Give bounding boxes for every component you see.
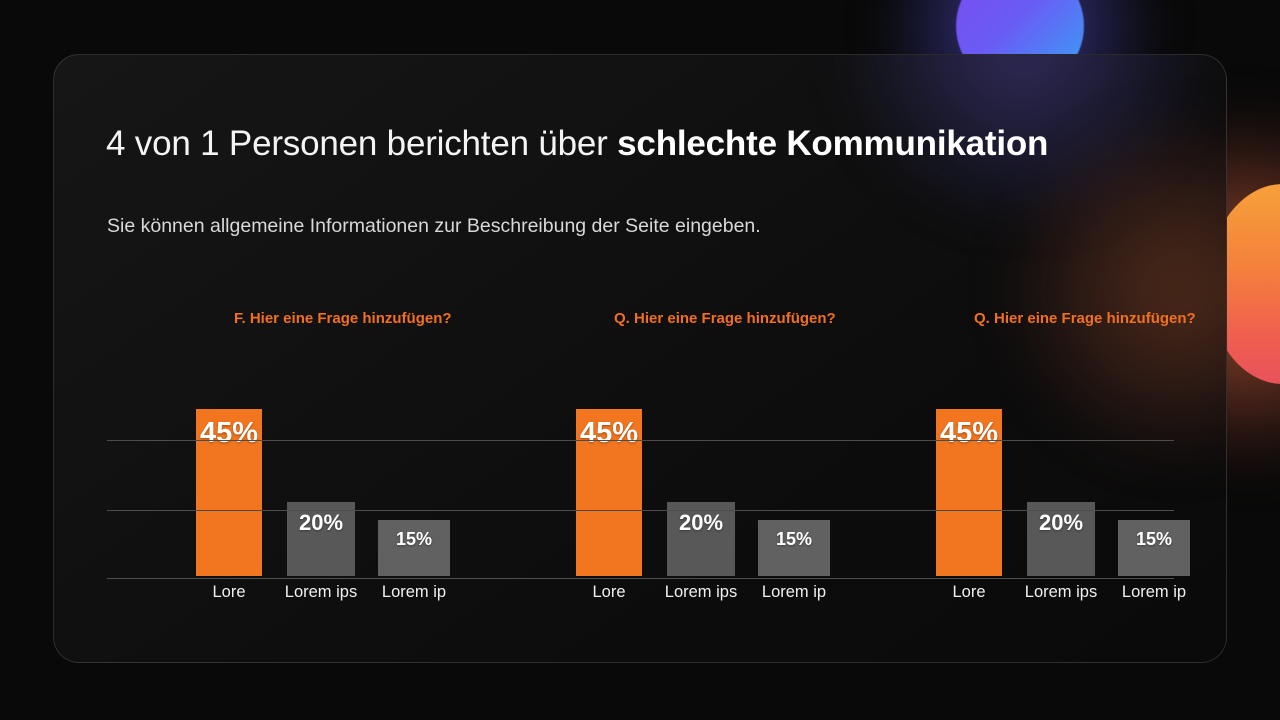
page-title-strong: schlechte Kommunikation: [617, 124, 1049, 163]
bar-slot[interactable]: 15% Lorem ip: [758, 409, 830, 601]
group-bars: 45% Lore 20% Lorem ips 15% Lorem ip: [936, 409, 1206, 601]
chart-group: Q. Hier eine Frage hinzufügen? 45% Lore 20%…: [576, 310, 846, 620]
bar[interactable]: 20%: [287, 502, 355, 576]
bar-slot[interactable]: 20% Lorem ips: [665, 409, 737, 601]
chart-group: Q. Hier eine Frage hinzufügen? 45% Lore 20%…: [936, 310, 1206, 620]
bar[interactable]: 15%: [758, 520, 830, 576]
bar-value-label: 20%: [1038, 510, 1084, 535]
group-plot: 45% Lore 20% Lorem ips 15% Lorem ip: [196, 376, 466, 620]
bar-slot[interactable]: 20% Lorem ips: [285, 409, 357, 601]
bar-value-label: 15%: [1135, 529, 1173, 549]
bar-category-label: Lore: [592, 583, 626, 601]
bar[interactable]: 20%: [1027, 502, 1095, 576]
bar[interactable]: 45%: [936, 409, 1002, 576]
group-bars: 45% Lore 20% Lorem ips 15% Lorem ip: [576, 409, 846, 601]
bar-chart: F. Hier eine Frage hinzufügen? 45% Lore 20%…: [106, 310, 1196, 620]
page-subtitle: Sie können allgemeine Informationen zur …: [107, 215, 761, 237]
infographic-card: 4 von 1 Personen berichten über schlecht…: [53, 54, 1227, 663]
bar-category-label: Lorem ip: [1121, 583, 1187, 601]
group-question-label: Q. Hier eine Frage hinzufügen?: [614, 310, 836, 327]
group-bars: 45% Lore 20% Lorem ips 15% Lorem ip: [196, 409, 466, 601]
bar-category-label: Lorem ip: [381, 583, 447, 601]
page-title-normal: 4 von 1 Personen berichten über: [106, 124, 618, 163]
bar-slot[interactable]: 45% Lore: [936, 409, 1002, 601]
bar-slot[interactable]: 45% Lore: [196, 409, 262, 601]
page-title: 4 von 1 Personen berichten über schlecht…: [106, 124, 1048, 164]
bar-value-label: 15%: [775, 529, 813, 549]
bar-value-label: 45%: [939, 417, 999, 449]
bar[interactable]: 15%: [378, 520, 450, 576]
bar[interactable]: 15%: [1118, 520, 1190, 576]
bar-category-label: Lore: [952, 583, 986, 601]
bar-category-label: Lorem ips: [284, 583, 358, 601]
bar-slot[interactable]: 45% Lore: [576, 409, 642, 601]
group-plot: 45% Lore 20% Lorem ips 15% Lorem ip: [936, 376, 1206, 620]
chart-group: F. Hier eine Frage hinzufügen? 45% Lore 20%…: [196, 310, 466, 620]
bar-value-label: 45%: [579, 417, 639, 449]
bar-value-label: 20%: [298, 510, 344, 535]
bar-value-label: 45%: [199, 417, 259, 449]
bar-value-label: 15%: [395, 529, 433, 549]
bar-value-label: 20%: [678, 510, 724, 535]
bar-slot[interactable]: 20% Lorem ips: [1025, 409, 1097, 601]
group-question-label: Q. Hier eine Frage hinzufügen?: [974, 310, 1196, 327]
bar-category-label: Lore: [212, 583, 246, 601]
bar[interactable]: 45%: [576, 409, 642, 576]
bar[interactable]: 45%: [196, 409, 262, 576]
bar-category-label: Lorem ip: [761, 583, 827, 601]
bar-category-label: Lorem ips: [664, 583, 738, 601]
bar-category-label: Lorem ips: [1024, 583, 1098, 601]
bar-slot[interactable]: 15% Lorem ip: [378, 409, 450, 601]
group-question-label: F. Hier eine Frage hinzufügen?: [234, 310, 452, 327]
group-plot: 45% Lore 20% Lorem ips 15% Lorem ip: [576, 376, 846, 620]
bar[interactable]: 20%: [667, 502, 735, 576]
bar-slot[interactable]: 15% Lorem ip: [1118, 409, 1190, 601]
